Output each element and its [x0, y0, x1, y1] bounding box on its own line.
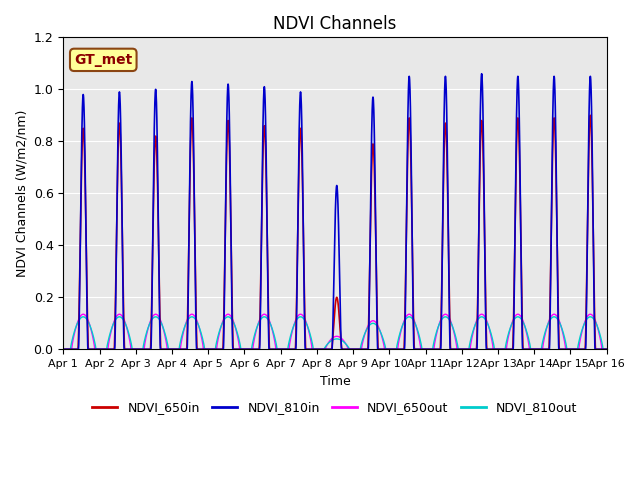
NDVI_810in	[406, 95, 414, 101]
Y-axis label: NDVI Channels (W/m2/nm): NDVI Channels (W/m2/nm)	[15, 109, 28, 277]
NDVI_810in	[148, 285, 156, 290]
Title: NDVI Channels: NDVI Channels	[273, 15, 397, 33]
NDVI_650in	[516, 150, 524, 156]
NDVI_810in	[478, 71, 486, 77]
NDVI_650out	[371, 318, 378, 324]
NDVI_650out	[369, 318, 376, 324]
Legend: NDVI_650in, NDVI_810in, NDVI_650out, NDVI_810out: NDVI_650in, NDVI_810in, NDVI_650out, NDV…	[88, 396, 582, 419]
NDVI_650out	[470, 327, 477, 333]
NDVI_810out	[552, 314, 559, 320]
NDVI_810out	[60, 347, 67, 352]
NDVI_650in	[587, 119, 595, 125]
NDVI_650in	[406, 133, 414, 139]
Line: NDVI_650in: NDVI_650in	[63, 115, 607, 349]
NDVI_650in	[603, 347, 611, 352]
NDVI_650in	[148, 296, 156, 302]
Line: NDVI_810out: NDVI_810out	[63, 317, 607, 349]
NDVI_650in	[221, 252, 228, 257]
NDVI_650in	[555, 326, 563, 332]
NDVI_650in	[586, 112, 594, 118]
NDVI_650in	[60, 347, 67, 352]
NDVI_810in	[603, 347, 611, 352]
X-axis label: Time: Time	[319, 374, 350, 387]
NDVI_650out	[79, 312, 87, 317]
NDVI_810in	[587, 81, 595, 87]
NDVI_810out	[469, 329, 477, 335]
NDVI_810in	[221, 237, 229, 242]
NDVI_810out	[369, 321, 376, 326]
NDVI_810out	[123, 324, 131, 329]
Line: NDVI_650out: NDVI_650out	[63, 314, 607, 349]
NDVI_810in	[516, 126, 524, 132]
Text: GT_met: GT_met	[74, 53, 132, 67]
NDVI_650out	[603, 347, 611, 352]
NDVI_810out	[79, 314, 87, 320]
NDVI_650out	[552, 312, 559, 318]
NDVI_810in	[60, 347, 67, 352]
NDVI_810out	[579, 324, 587, 329]
NDVI_650out	[580, 322, 588, 328]
Line: NDVI_810in: NDVI_810in	[63, 74, 607, 349]
NDVI_810out	[371, 321, 378, 326]
NDVI_810in	[555, 334, 563, 339]
NDVI_650out	[60, 347, 67, 352]
NDVI_810out	[603, 347, 611, 352]
NDVI_650out	[122, 322, 130, 328]
